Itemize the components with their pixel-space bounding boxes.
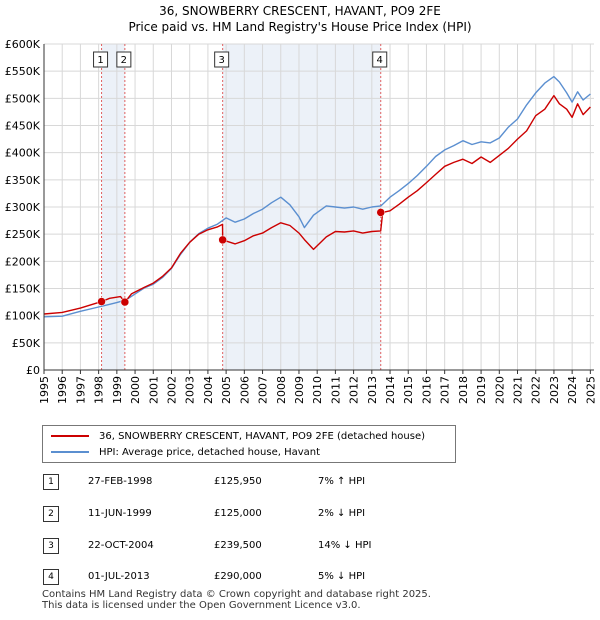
y-tick-label: £0	[26, 364, 40, 377]
x-tick-label: 2020	[493, 376, 506, 404]
sale-number-badge: 1	[43, 474, 59, 490]
x-tick-label: 2008	[275, 376, 288, 404]
sale-marker-box	[214, 51, 230, 68]
chart-title: 36, SNOWBERRY CRESCENT, HAVANT, PO9 2FE	[159, 4, 441, 18]
sale-price: £125,950	[214, 476, 262, 487]
sale-point	[376, 208, 385, 217]
sale-date: 27-FEB-1998	[88, 476, 153, 487]
y-tick-label: £100K	[5, 310, 41, 323]
sale-date: 01-JUL-2013	[88, 571, 150, 582]
sale-number-badge: 3	[43, 538, 59, 554]
x-tick-label: 2021	[512, 376, 525, 404]
sale-marker-label: 3	[218, 55, 224, 66]
sale-marker-box	[372, 51, 388, 68]
legend-label-property: 36, SNOWBERRY CRESCENT, HAVANT, PO9 2FE …	[99, 430, 426, 442]
sale-point	[218, 235, 227, 245]
x-tick-label: 2022	[530, 376, 543, 404]
chart-legend: 36, SNOWBERRY CRESCENT, HAVANT, PO9 2FE …	[42, 425, 456, 463]
x-tick-label: 2003	[184, 376, 197, 404]
y-tick-label: £600K	[5, 38, 41, 51]
sale-number-badge: 4	[43, 569, 59, 585]
x-tick-label: 2005	[220, 376, 233, 404]
x-tick-label: 2025	[584, 376, 597, 404]
footer-attribution: Contains HM Land Registry data © Crown c…	[42, 589, 431, 611]
y-tick-label: £350K	[5, 174, 41, 187]
sale-marker-label: 1	[97, 55, 103, 66]
sale-marker-label: 2	[121, 55, 127, 66]
y-tick-label: £450K	[5, 120, 41, 133]
x-tick-label: 1995	[38, 376, 51, 404]
y-tick-label: £300K	[5, 201, 41, 214]
legend-item-property: 36, SNOWBERRY CRESCENT, HAVANT, PO9 2FE …	[51, 428, 425, 444]
x-tick-label: 2012	[348, 376, 361, 404]
sale-point	[97, 297, 106, 306]
sale-hpi-diff: 7% ↑ HPI	[318, 476, 366, 487]
x-tick-label: 2011	[329, 376, 342, 404]
x-tick-label: 2001	[147, 376, 160, 404]
footer-line-copyright: Contains HM Land Registry data © Crown c…	[42, 589, 431, 600]
x-tick-label: 2024	[566, 376, 579, 404]
sale-price: £125,000	[214, 508, 262, 519]
sale-marker-box	[116, 51, 132, 68]
y-tick-label: £500K	[5, 92, 41, 105]
y-tick-label: £200K	[5, 255, 41, 268]
series-line-hpi	[43, 75, 591, 318]
legend-label-hpi: HPI: Average price, detached house, Hava…	[99, 446, 321, 458]
y-tick-label: £50K	[12, 337, 41, 350]
x-tick-label: 2016	[420, 376, 433, 404]
sale-hpi-diff: 2% ↓ HPI	[318, 508, 366, 519]
series-line-property	[43, 94, 591, 315]
x-tick-label: 2006	[238, 376, 251, 404]
sale-point	[120, 297, 130, 307]
sale-price: £290,000	[214, 571, 262, 582]
sale-date: 22-OCT-2004	[88, 540, 154, 551]
x-tick-label: 2010	[311, 376, 324, 404]
sale-row: 4 01-JUL-2013 £290,000 5% ↓ HPI	[0, 569, 600, 587]
sale-marker-box	[93, 51, 109, 68]
footer-line-licence: This data is licensed under the Open Gov…	[42, 600, 361, 611]
x-tick-label: 1999	[111, 376, 124, 404]
x-tick-label: 1997	[74, 376, 87, 404]
y-tick-label: £550K	[5, 65, 41, 78]
x-tick-label: 2002	[165, 376, 178, 404]
x-tick-label: 1998	[93, 376, 106, 404]
sale-row: 2 11-JUN-1999 £125,000 2% ↓ HPI	[0, 506, 600, 524]
price-chart: 36, SNOWBERRY CRESCENT, HAVANT, PO9 2FE …	[5, 4, 598, 404]
x-tick-label: 2014	[384, 376, 397, 404]
x-tick-label: 2000	[129, 376, 142, 404]
x-tick-label: 2023	[548, 376, 561, 404]
sale-number-badge: 2	[43, 506, 59, 522]
y-tick-label: £250K	[5, 228, 41, 241]
sale-row: 1 27-FEB-1998 £125,950 7% ↑ HPI	[0, 474, 600, 492]
x-tick-label: 2017	[439, 376, 452, 404]
sale-date: 11-JUN-1999	[88, 508, 152, 519]
chart-subtitle: Price paid vs. HM Land Registry's House …	[128, 20, 471, 34]
y-tick-label: £400K	[5, 147, 41, 160]
x-tick-label: 2018	[457, 376, 470, 404]
sale-marker-label: 4	[377, 55, 383, 66]
x-tick-label: 2009	[293, 376, 306, 404]
x-tick-label: 2007	[257, 376, 270, 404]
sale-hpi-diff: 14% ↓ HPI	[318, 540, 372, 551]
x-tick-label: 2015	[402, 376, 415, 404]
x-tick-label: 1996	[56, 376, 69, 404]
sale-row: 3 22-OCT-2004 £239,500 14% ↓ HPI	[0, 538, 600, 556]
legend-swatch-hpi	[51, 451, 89, 453]
sale-price: £239,500	[214, 540, 262, 551]
legend-swatch-property	[51, 435, 89, 437]
x-tick-label: 2013	[366, 376, 379, 404]
legend-item-hpi: HPI: Average price, detached house, Hava…	[51, 444, 320, 460]
x-tick-label: 2019	[475, 376, 488, 404]
y-tick-label: £150K	[5, 283, 41, 296]
x-tick-label: 2004	[202, 376, 215, 404]
sale-hpi-diff: 5% ↓ HPI	[318, 571, 366, 582]
